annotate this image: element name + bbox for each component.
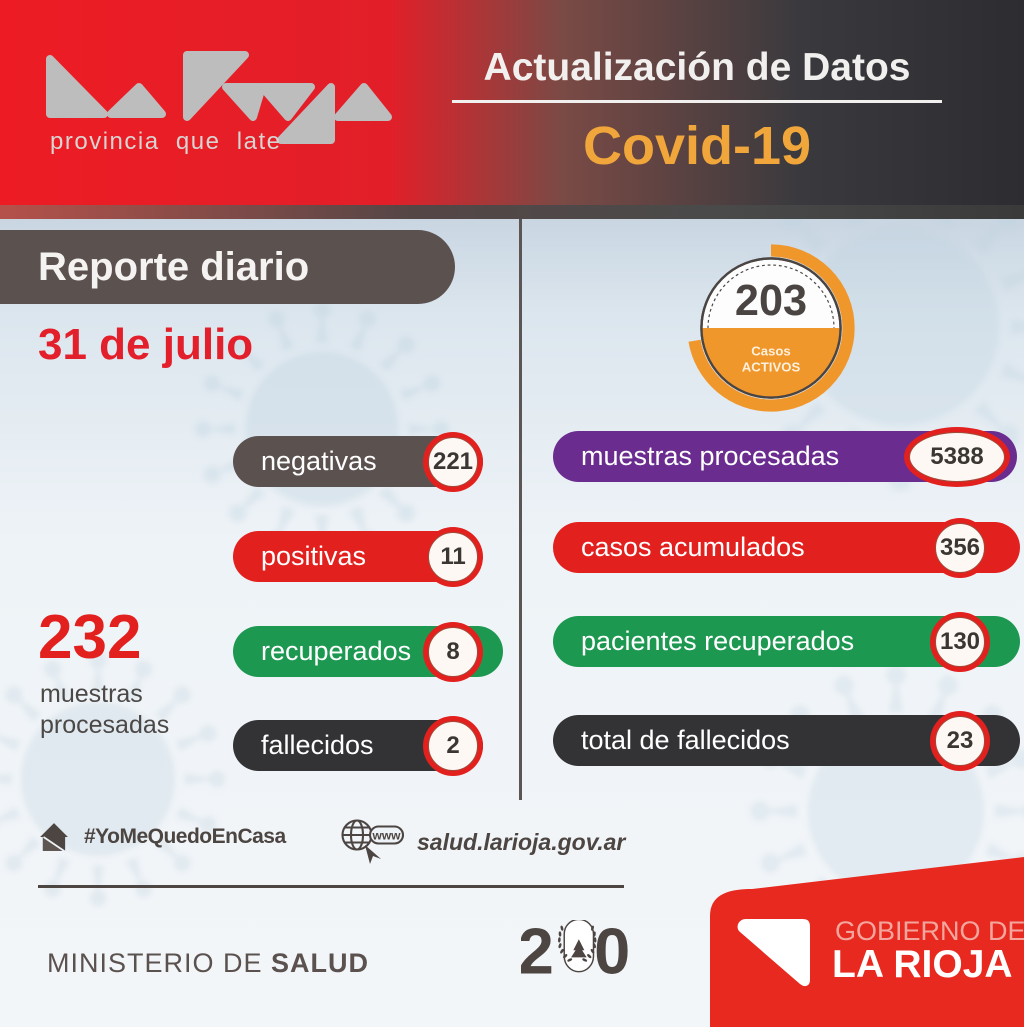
svg-text:0: 0 — [594, 920, 630, 987]
svg-text:www: www — [371, 829, 401, 843]
svg-text:ACTIVOS: ACTIVOS — [742, 360, 801, 375]
svg-text:203: 203 — [735, 277, 807, 325]
svg-text:2: 2 — [521, 920, 554, 987]
svg-text:Casos: Casos — [751, 343, 791, 358]
